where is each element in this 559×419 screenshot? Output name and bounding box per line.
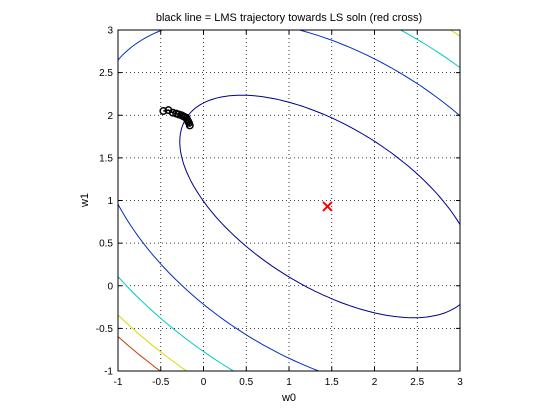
x-tick-label: 0: [201, 377, 207, 388]
ls-solution-marker: [322, 201, 333, 212]
y-tick-label: -0.5: [96, 324, 114, 335]
x-axis-label: w0: [281, 392, 296, 404]
y-tick-label: 1: [107, 196, 113, 207]
x-tick-label: 2: [372, 377, 378, 388]
y-tick-label: 2: [107, 111, 113, 122]
plot-area: [118, 30, 460, 371]
lms-trajectory: [159, 106, 194, 130]
x-tick-label: -1: [114, 377, 123, 388]
x-tick-label: 0.5: [239, 377, 253, 388]
y-tick-label: -1: [104, 367, 113, 378]
x-tick-label: 1.5: [325, 377, 339, 388]
axis-ticks: -1 -0.5 0 0.5 1 1.5 2 2.5 3 -1 -0.5 0 0.5 1 1.5 2 2.5 3: [96, 26, 463, 389]
chart-title: black line = LMS trajectory towards LS s…: [156, 12, 422, 24]
y-axis-label: w1: [79, 193, 91, 208]
grid-lines: [118, 30, 460, 371]
x-tick-label: -0.5: [152, 377, 170, 388]
lms-trajectory-point: [159, 107, 168, 115]
y-tick-label: 0: [107, 281, 113, 292]
y-tick-label: 0.5: [99, 239, 113, 250]
x-tick-label: 1: [286, 377, 292, 388]
y-tick-label: 2.5: [99, 68, 113, 79]
lms-trajectory-point: [185, 121, 194, 130]
y-tick-label: 1.5: [99, 153, 113, 164]
x-tick-label: 2.5: [410, 377, 424, 388]
ls-solution-cross: [322, 201, 333, 212]
y-tick-label: 3: [107, 26, 113, 37]
x-tick-label: 3: [457, 377, 463, 388]
